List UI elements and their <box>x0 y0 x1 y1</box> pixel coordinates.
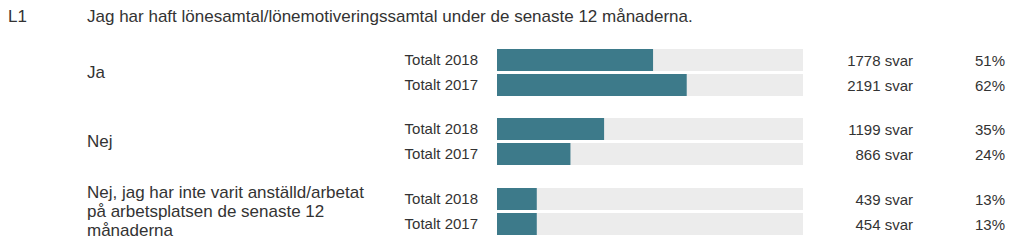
svg-text:Totalt 2017: Totalt 2017 <box>405 215 478 232</box>
html-text:Nej, jag har inte varit anstäl: Nej, jag har inte varit anställd/arbetat… <box>87 182 364 240</box>
svg-text:2191 svar: 2191 svar <box>847 77 913 94</box>
svg-text:35%: 35% <box>975 121 1005 138</box>
svg-text:Totalt 2018: Totalt 2018 <box>405 120 478 137</box>
svg-text:13%: 13% <box>975 191 1005 208</box>
svg-text:13%: 13% <box>975 216 1005 233</box>
html-text:Jag har haft lönesamtal/lönemo: Jag har haft lönesamtal/lönemotiveringss… <box>87 7 693 26</box>
svg-text:62%: 62% <box>975 77 1005 94</box>
svg-text:Totalt 2018: Totalt 2018 <box>405 51 478 68</box>
svg-text:454 svar: 454 svar <box>855 216 913 233</box>
svg-text:Totalt 2018: Totalt 2018 <box>405 190 478 207</box>
svg-text:Totalt 2017: Totalt 2017 <box>405 76 478 93</box>
svg-text:1199 svar: 1199 svar <box>848 121 913 138</box>
svg-text:866 svar: 866 svar <box>855 146 913 163</box>
svg-text:439 svar: 439 svar <box>855 191 913 208</box>
html-text:L1: L1 <box>8 7 27 26</box>
svg-text:1778 svar: 1778 svar <box>847 52 913 69</box>
svg-text:Totalt 2017: Totalt 2017 <box>405 145 478 162</box>
html-text:Ja: Ja <box>87 62 105 82</box>
svg-text:51%: 51% <box>975 52 1005 69</box>
html-text:Nej: Nej <box>87 131 113 151</box>
svg-text:24%: 24% <box>975 146 1005 163</box>
